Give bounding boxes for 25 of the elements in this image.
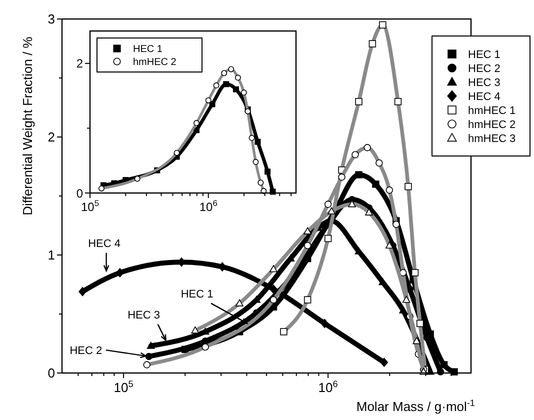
y-axis-title: Differential Weight Fraction / % xyxy=(20,36,35,216)
y-tick-label: 2 xyxy=(76,56,84,71)
annotation: HEC 4 xyxy=(88,238,121,250)
x-tick-label: 10$^{6}$ xyxy=(318,379,338,395)
y-tick-label: 0 xyxy=(76,186,84,200)
y-tick-label: 0 xyxy=(48,366,55,381)
x-axis-title: Molar Mass / g·mol$^{-1}$ xyxy=(356,398,475,414)
legend-label: hmHEC 2 xyxy=(133,57,177,68)
annotation: HEC 3 xyxy=(128,309,160,322)
annotation: HEC 1 xyxy=(180,288,214,300)
legend-label: hmHEC 3 xyxy=(468,132,516,145)
legend-label: HEC 2 xyxy=(468,62,500,75)
legend-label: HEC 4 xyxy=(468,90,500,103)
x-tick-label: 10$^{5}$ xyxy=(114,379,134,395)
x-tick-label: 10$^{6}$ xyxy=(199,198,218,214)
y-tick-label: 3 xyxy=(48,12,55,27)
legend-label: hmHEC 2 xyxy=(468,118,516,131)
legend-label: HEC 3 xyxy=(468,76,500,89)
annotation: HEC 2 xyxy=(70,345,102,358)
y-tick-label: 2 xyxy=(48,130,55,145)
legend-label: hmHEC 1 xyxy=(468,104,516,117)
legend-label: HEC 1 xyxy=(468,48,500,61)
legend-label: HEC 1 xyxy=(133,44,163,55)
x-tick-label: 10$^{5}$ xyxy=(80,198,100,214)
y-tick-label: 1 xyxy=(48,248,55,263)
